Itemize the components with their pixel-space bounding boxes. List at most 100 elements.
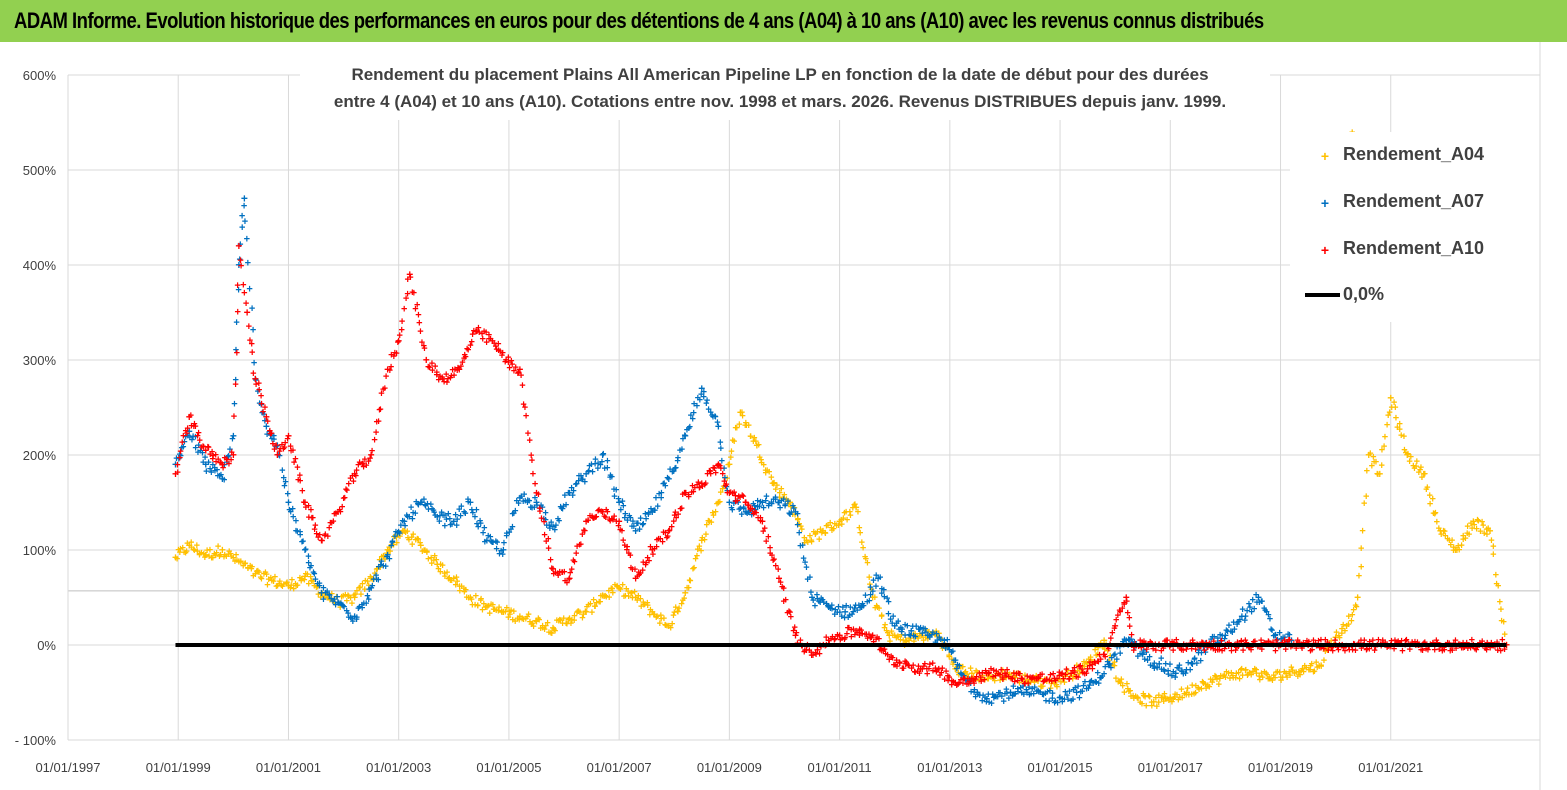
data-point-marker: +: [1005, 672, 1011, 684]
data-point-marker: +: [867, 582, 873, 594]
data-point-marker: +: [1270, 631, 1276, 643]
data-point-marker: +: [526, 435, 532, 447]
data-point-marker: +: [410, 507, 416, 519]
data-point-marker: +: [539, 622, 545, 634]
data-point-marker: +: [199, 448, 205, 460]
x-tick-label: 01/01/2007: [587, 760, 652, 775]
data-point-marker: +: [956, 677, 962, 689]
data-point-marker: +: [191, 545, 197, 557]
data-point-marker: +: [619, 579, 625, 591]
data-point-marker: +: [226, 458, 232, 470]
data-point-marker: +: [362, 584, 368, 596]
data-point-marker: +: [937, 670, 943, 682]
data-point-marker: +: [1051, 697, 1057, 709]
data-point-marker: +: [993, 668, 999, 680]
data-point-marker: +: [1234, 619, 1240, 631]
data-point-marker: +: [664, 621, 670, 633]
data-point-marker: +: [1402, 636, 1408, 648]
data-point-marker: +: [180, 430, 186, 442]
data-point-marker: +: [1083, 668, 1089, 680]
data-point-marker: +: [1480, 520, 1486, 532]
data-point-marker: +: [586, 465, 592, 477]
data-point-marker: +: [879, 583, 885, 595]
data-point-marker: +: [308, 561, 314, 573]
data-point-marker: +: [807, 531, 813, 543]
data-point-marker: +: [1138, 643, 1144, 655]
data-point-marker: +: [885, 627, 891, 639]
data-point-marker: +: [515, 368, 521, 380]
data-point-marker: +: [1077, 686, 1083, 698]
data-point: +: [649, 543, 656, 557]
data-point-marker: +: [917, 622, 923, 634]
data-point-marker: +: [490, 537, 496, 549]
data-point-marker: +: [735, 497, 741, 509]
data-point-marker: +: [1080, 680, 1086, 692]
data-point-marker: +: [373, 574, 379, 586]
data-point-marker: +: [280, 579, 286, 591]
data-point-marker: +: [261, 568, 267, 580]
data-point: +: [869, 591, 876, 605]
data-point-marker: +: [505, 612, 511, 624]
data-point-marker: +: [475, 600, 481, 612]
data-point-marker: +: [1011, 689, 1017, 701]
data-point-marker: +: [454, 514, 460, 526]
data-point-marker: +: [575, 606, 581, 618]
data-point-marker: +: [753, 436, 759, 448]
data-point-marker: +: [910, 660, 916, 672]
data-point-marker: +: [927, 632, 933, 644]
data-point-marker: +: [1295, 671, 1301, 683]
data-point-marker: +: [610, 514, 616, 526]
data-point-marker: +: [644, 597, 650, 609]
data-point: +: [649, 605, 656, 619]
data-point-marker: +: [557, 501, 563, 513]
data-point-marker: +: [479, 328, 485, 340]
data-point-marker: +: [356, 457, 362, 469]
data-point: +: [1156, 657, 1163, 671]
data-point-marker: +: [1483, 644, 1489, 656]
data-point-marker: +: [789, 509, 795, 521]
data-point-marker: +: [481, 326, 487, 338]
data-point-marker: +: [465, 344, 471, 356]
data-point-marker: +: [684, 424, 690, 436]
data-point-marker: +: [846, 623, 852, 635]
data-point-marker: +: [1070, 666, 1076, 678]
data-point-marker: +: [866, 572, 872, 584]
data-point-marker: +: [662, 619, 668, 631]
data-point-marker: +: [694, 550, 700, 562]
data-point-marker: +: [380, 384, 386, 396]
data-point-marker: +: [475, 323, 481, 335]
data-point-marker: +: [340, 601, 346, 613]
data-point-marker: +: [1216, 641, 1222, 653]
data-point-marker: +: [1022, 678, 1028, 690]
data-point-marker: +: [570, 490, 576, 502]
data-point-marker: +: [1339, 628, 1345, 640]
data-point-marker: +: [776, 492, 782, 504]
data-point-marker: +: [640, 597, 646, 609]
data-point-marker: +: [1453, 643, 1459, 655]
data-point-marker: +: [731, 498, 737, 510]
data-point-marker: +: [957, 662, 963, 674]
data-point-marker: +: [402, 527, 408, 539]
data-point-marker: +: [786, 508, 792, 520]
data-point-marker: +: [879, 646, 885, 658]
data-point-marker: +: [828, 634, 834, 646]
data-point-marker: +: [218, 469, 224, 481]
data-point: +: [395, 334, 402, 348]
data-point-marker: +: [967, 678, 973, 690]
data-point-marker: +: [918, 630, 924, 642]
data-point-marker: +: [808, 647, 814, 659]
data-point-marker: +: [560, 501, 566, 513]
data-point-marker: +: [399, 515, 405, 527]
data-point-marker: +: [864, 633, 870, 645]
data-point-marker: +: [988, 663, 994, 675]
data-point-marker: +: [722, 481, 728, 493]
data-point-marker: +: [768, 497, 774, 509]
x-tick-label: 01/01/1997: [35, 760, 100, 775]
data-point-marker: +: [895, 631, 901, 643]
data-point-marker: +: [228, 548, 234, 560]
data-point: +: [803, 643, 810, 657]
data-point-marker: +: [371, 435, 377, 447]
data-point-marker: +: [1079, 664, 1085, 676]
data-point-marker: +: [1409, 637, 1415, 649]
data-point: +: [456, 363, 463, 377]
